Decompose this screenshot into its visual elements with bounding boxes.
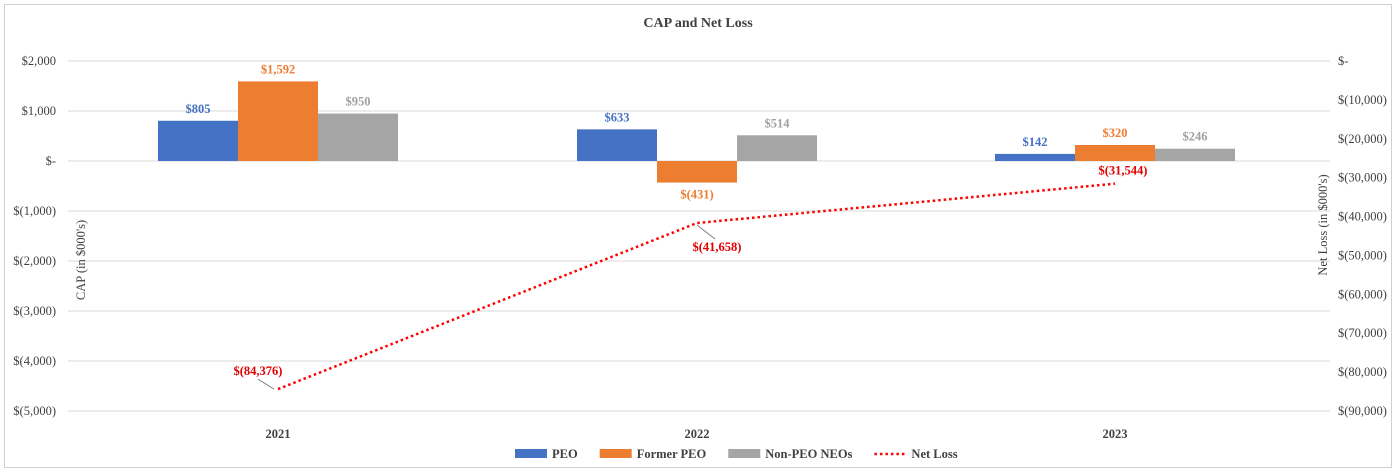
left-tick-label: $(3,000) bbox=[13, 304, 56, 318]
bar-data-label: $(431) bbox=[680, 188, 713, 202]
leader-line bbox=[696, 224, 716, 240]
category-labels: 2021 2022 2023 bbox=[266, 427, 1128, 441]
right-axis-ticks: $- $(10,000) $(20,000) $(30,000) $(40,000) $(… bbox=[1338, 54, 1387, 418]
bar-non-peo-neos-2021 bbox=[318, 113, 398, 161]
bar-data-label: $142 bbox=[1023, 135, 1048, 149]
bar-peo-2021 bbox=[158, 120, 238, 161]
bar-data-label: $950 bbox=[346, 95, 371, 109]
left-axis-title: CAP (in $000's) bbox=[74, 220, 88, 300]
left-tick-label: $2,000 bbox=[22, 54, 56, 68]
right-tick-label: $- bbox=[1338, 54, 1348, 68]
left-tick-label: $(5,000) bbox=[13, 404, 56, 418]
right-tick-label: $(80,000) bbox=[1338, 365, 1387, 379]
legend-item-peo: PEO bbox=[515, 447, 578, 461]
net-loss-polyline bbox=[277, 182, 1116, 391]
net-loss-data-label: $(84,376) bbox=[234, 364, 283, 378]
legend-label: PEO bbox=[552, 447, 578, 461]
legend-item-non-peo-neos: Non-PEO NEOs bbox=[728, 447, 853, 461]
left-tick-label: $(4,000) bbox=[13, 354, 56, 368]
right-tick-label: $(20,000) bbox=[1338, 132, 1387, 146]
right-tick-label: $(40,000) bbox=[1338, 210, 1387, 224]
right-tick-label: $(30,000) bbox=[1338, 171, 1387, 185]
legend-item-former-peo: Former PEO bbox=[599, 447, 707, 461]
left-tick-label: $- bbox=[46, 154, 56, 168]
legend-swatch bbox=[515, 449, 547, 458]
right-tick-label: $(70,000) bbox=[1338, 326, 1387, 340]
bar-former-peo-2021 bbox=[238, 81, 318, 161]
bars bbox=[158, 81, 1235, 183]
bar-former-peo-2022 bbox=[657, 161, 737, 183]
legend-swatch bbox=[599, 449, 632, 458]
net-loss-data-label: $(31,544) bbox=[1099, 164, 1148, 178]
legend-label: Net Loss bbox=[911, 447, 957, 461]
net-loss-line bbox=[277, 182, 1116, 391]
bar-data-label: $805 bbox=[186, 102, 211, 116]
left-tick-label: $(1,000) bbox=[13, 204, 56, 218]
category-label: 2022 bbox=[685, 427, 710, 441]
bar-data-label: $320 bbox=[1103, 126, 1128, 140]
net-loss-data-label: $(41,658) bbox=[693, 240, 742, 254]
bar-peo-2022 bbox=[577, 129, 657, 161]
right-tick-label: $(60,000) bbox=[1338, 287, 1387, 301]
bar-peo-2023 bbox=[995, 153, 1075, 161]
data-labels: $805 $633 $142 $1,592 $(431) $320 $950 $514 $246… bbox=[186, 62, 1208, 390]
bar-data-label: $514 bbox=[765, 116, 791, 130]
right-tick-label: $(10,000) bbox=[1338, 93, 1387, 107]
legend-label: Non-PEO NEOs bbox=[765, 447, 852, 461]
bar-data-label: $633 bbox=[605, 110, 630, 124]
legend-item-net-loss: Net Loss bbox=[874, 447, 958, 461]
left-tick-label: $1,000 bbox=[22, 104, 56, 118]
left-axis-ticks: $2,000 $1,000 $- $(1,000) $(2,000) $(3,000) $(… bbox=[13, 54, 56, 418]
bar-non-peo-neos-2022 bbox=[737, 135, 817, 161]
right-tick-label: $(90,000) bbox=[1338, 404, 1387, 418]
leader-line bbox=[257, 378, 275, 390]
chart-title: CAP and Net Loss bbox=[643, 16, 753, 31]
category-label: 2021 bbox=[266, 427, 291, 441]
bar-former-peo-2023 bbox=[1075, 145, 1155, 161]
left-tick-label: $(2,000) bbox=[13, 254, 56, 268]
bar-data-label: $246 bbox=[1183, 130, 1208, 144]
bar-non-peo-neos-2023 bbox=[1155, 148, 1235, 161]
legend-swatch bbox=[728, 449, 761, 458]
right-tick-label: $(50,000) bbox=[1338, 248, 1387, 262]
legend: PEO Former PEO Non-PEO NEOs Net Loss bbox=[515, 447, 958, 461]
right-axis-title: Net Loss (in $000's) bbox=[1316, 174, 1330, 275]
bar-data-label: $1,592 bbox=[261, 62, 295, 76]
legend-label: Former PEO bbox=[637, 447, 707, 461]
chart-frame bbox=[4, 4, 1392, 468]
category-label: 2023 bbox=[1103, 427, 1128, 441]
